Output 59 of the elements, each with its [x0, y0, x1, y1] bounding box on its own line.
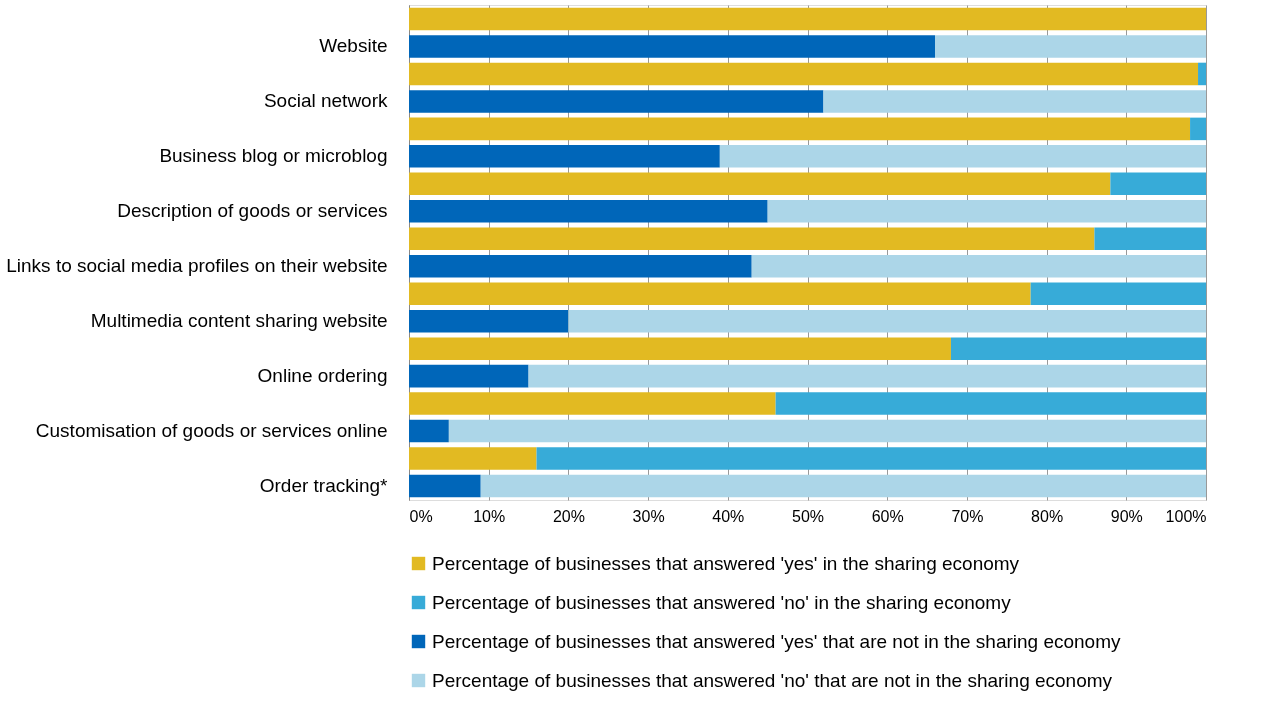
legend-label: Percentage of businesses that answered 'yes' in the sharing economy	[432, 552, 1020, 574]
x-tick-label: 80%	[1031, 507, 1064, 525]
bar	[568, 309, 1206, 333]
bar	[409, 172, 1111, 196]
bar	[1190, 117, 1206, 141]
legend-label: Percentage of businesses that answered 'no' in the sharing economy	[432, 591, 1012, 613]
bar	[409, 364, 529, 388]
bar	[536, 447, 1206, 470]
x-tick-label: 10%	[473, 507, 506, 525]
x-tick-label: 70%	[951, 507, 984, 525]
bar	[823, 90, 1206, 113]
bar	[409, 90, 824, 113]
bar	[751, 254, 1206, 278]
y-tick-label: Website	[319, 35, 388, 57]
bar	[950, 337, 1206, 360]
bar	[719, 145, 1206, 168]
bar	[409, 419, 449, 443]
x-tick-label: 60%	[871, 507, 904, 525]
legend-label: Percentage of businesses that answered 'yes' that are not in the sharing economy	[432, 630, 1121, 652]
bar	[409, 282, 1031, 305]
bar	[1198, 62, 1206, 86]
x-tick-label: 40%	[712, 507, 745, 525]
bar	[409, 200, 768, 223]
y-tick-label: Multimedia content sharing website	[90, 310, 388, 332]
bar	[528, 364, 1206, 388]
y-tick-label: Order tracking*	[259, 474, 389, 496]
bar	[480, 474, 1206, 498]
bar	[409, 145, 720, 168]
y-tick-label: Description of goods or services	[117, 200, 388, 222]
bar	[409, 117, 1191, 141]
bar	[1110, 172, 1206, 196]
bar	[448, 419, 1206, 443]
y-tick-label: Links to social media profiles on their website	[6, 255, 388, 277]
legend-label: Percentage of businesses that answered 'no' that are not in the sharing economy	[432, 669, 1113, 691]
x-tick-label: 100%	[1165, 507, 1207, 525]
x-tick-label: 30%	[632, 507, 665, 525]
bar	[409, 227, 1095, 251]
x-tick-label: 50%	[791, 507, 825, 525]
bar	[409, 254, 752, 278]
y-tick-label: Business blog or microblog	[159, 145, 388, 167]
bar	[775, 392, 1206, 415]
bar	[409, 447, 537, 470]
x-tick-label: 20%	[552, 507, 585, 525]
bar	[409, 309, 569, 333]
bar	[1030, 282, 1206, 305]
bar	[767, 200, 1206, 223]
bar	[409, 7, 1206, 31]
bar	[409, 392, 776, 415]
y-tick-label: Online ordering	[257, 365, 388, 387]
bar	[409, 337, 951, 360]
x-tick-label: 0%	[409, 507, 433, 525]
bar	[935, 35, 1206, 58]
bar	[409, 35, 936, 58]
bar	[409, 62, 1199, 86]
x-tick-label: 90%	[1110, 507, 1143, 525]
y-tick-label: Customisation of goods or services online	[35, 420, 388, 442]
y-tick-label: Social network	[263, 90, 388, 112]
bar	[1094, 227, 1206, 251]
bar	[409, 474, 481, 498]
